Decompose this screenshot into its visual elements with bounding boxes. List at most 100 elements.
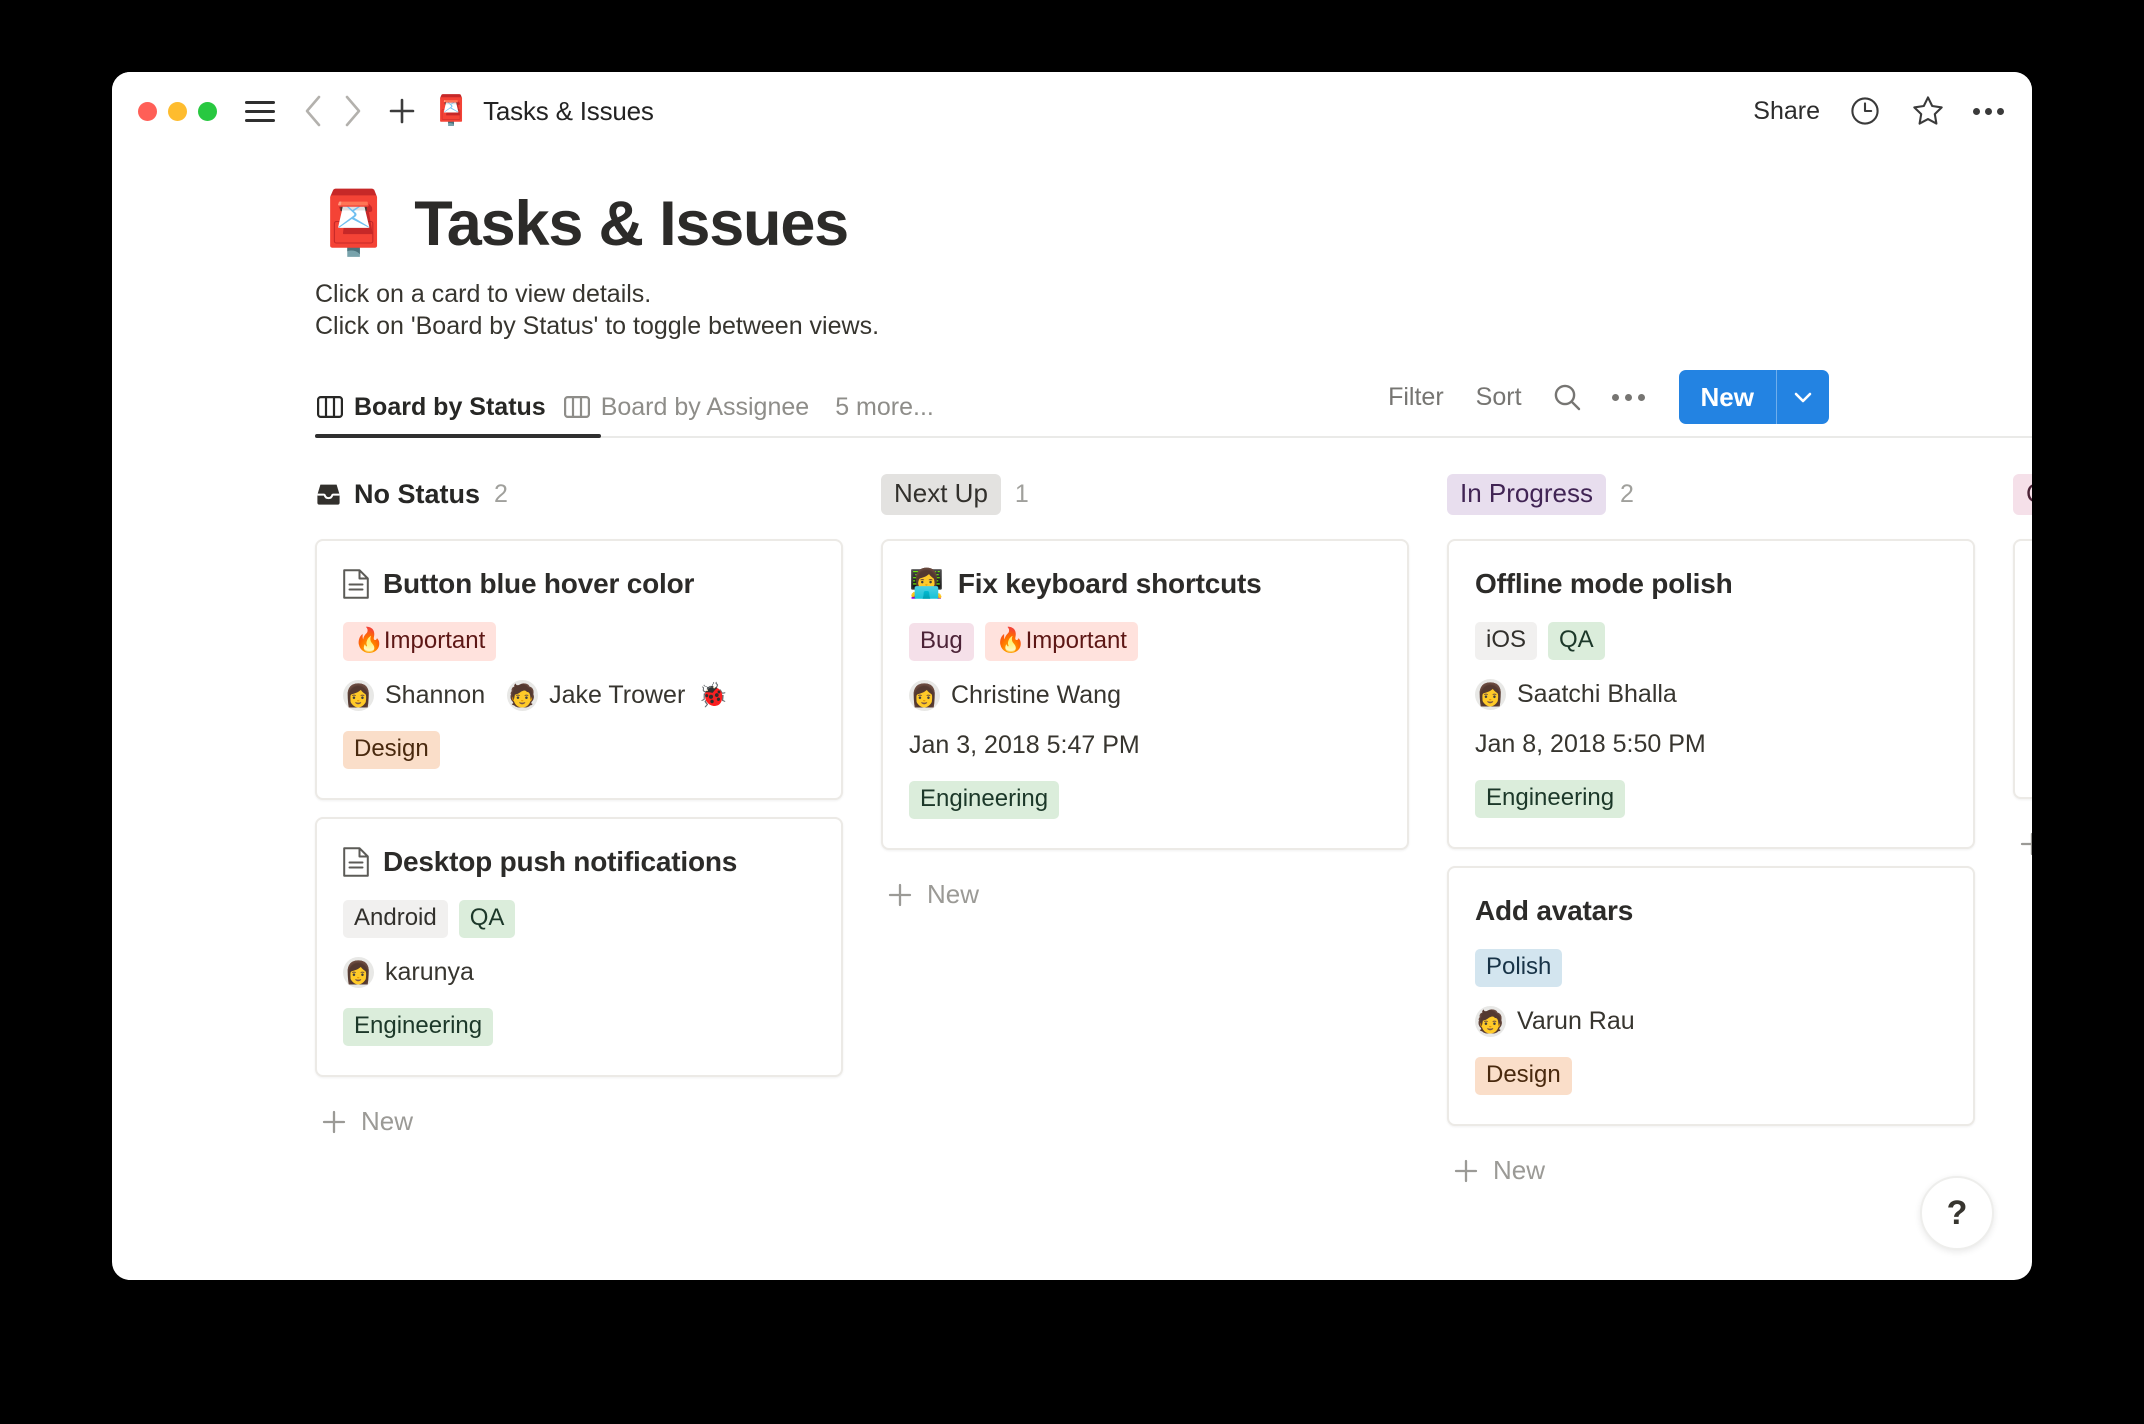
maximize-window-button[interactable]: [198, 101, 217, 121]
tag-pill: Engineering: [909, 781, 1060, 819]
window-more-icon[interactable]: [1973, 93, 2004, 129]
page-body: 📮 Tasks & Issues Click on a card to view…: [112, 150, 2032, 1280]
view-actions: Filter Sort New: [1372, 370, 1829, 438]
board-card-title-row: Button blue hover color: [343, 568, 815, 600]
avatar: 👩: [1475, 679, 1506, 710]
person-chip: 👩 Saatchi Bhalla: [1475, 679, 1677, 710]
board-card-tags: Bug 🔥Important: [909, 622, 1381, 661]
view-more-tabs-button[interactable]: 5 more...: [835, 392, 934, 421]
tag-pill: Engineering: [343, 1008, 494, 1046]
person-chip: 🧑 Jake Trower 🐞: [507, 680, 728, 711]
board-column-header[interactable]: In Progress 2: [1447, 472, 1975, 516]
board-column-header[interactable]: No Status 2: [315, 472, 843, 516]
tab-board-by-status-label: Board by Status: [354, 392, 546, 421]
forward-chevron-icon[interactable]: [335, 93, 371, 129]
person-name: karunya: [385, 958, 474, 986]
favorite-star-icon[interactable]: [1910, 93, 1946, 129]
page-title-row: 📮 Tasks & Issues: [315, 188, 2032, 260]
board-column: C RP👩E New: [2013, 472, 2032, 871]
tab-board-by-assignee[interactable]: Board by Assignee: [562, 376, 825, 438]
board-card[interactable]: Offline mode polish iOS QA 👩 Saatchi Bhalla J…: [1447, 539, 1975, 849]
board-card-title-row: Desktop push notifications: [343, 846, 815, 878]
tag-pill: Design: [343, 731, 440, 769]
board-card[interactable]: Button blue hover color 🔥Important 👩 Shanno…: [315, 539, 843, 800]
tag-pill: iOS: [1475, 622, 1538, 660]
board-view-icon: [317, 396, 343, 418]
document-icon: [343, 847, 369, 877]
new-button-divider: [1776, 370, 1777, 424]
add-card-button[interactable]: New: [881, 867, 1409, 922]
add-card-label: New: [361, 1106, 414, 1136]
person-name: Saatchi Bhalla: [1517, 680, 1677, 708]
window-titlebar: 📮 Tasks & Issues Share: [112, 72, 2032, 150]
traffic-lights: [138, 101, 217, 121]
board-card-title-row: Add avatars: [1475, 895, 1947, 927]
board-column-count: 1: [1014, 479, 1029, 508]
board-card-footer-tags: Design: [343, 731, 815, 769]
filter-button[interactable]: Filter: [1388, 382, 1444, 411]
board-card-tags: 🔥Important: [343, 622, 815, 661]
tag-pill: 🔥Important: [984, 622, 1138, 661]
board-card-people: 👩 Shannon 🧑 Jake Trower 🐞: [343, 680, 815, 711]
active-tab-underline: [315, 434, 601, 438]
person-chip: 👩 karunya: [343, 957, 474, 988]
share-button[interactable]: Share: [1753, 96, 1820, 125]
board-column: In Progress 2 Offline mode polish iOS QA 👩 Saa…: [1447, 472, 1975, 1198]
tag-pill: QA: [458, 900, 516, 938]
window-title-emoji: 📮: [433, 94, 470, 127]
sort-button[interactable]: Sort: [1475, 382, 1522, 411]
search-icon[interactable]: [1538, 382, 1596, 412]
sidebar-toggle-icon[interactable]: [243, 96, 277, 126]
board-card[interactable]: RP👩E: [2013, 539, 2032, 799]
close-window-button[interactable]: [138, 101, 157, 121]
board-column-status-pill: C: [2013, 473, 2032, 515]
tab-board-by-status[interactable]: Board by Status: [315, 376, 562, 438]
page-title-emoji: 📮: [315, 189, 393, 258]
page-description: Click on a card to view details. Click o…: [315, 278, 2032, 342]
minimize-window-button[interactable]: [168, 101, 187, 121]
add-card-button[interactable]: New: [1447, 1143, 1975, 1198]
kanban-board: No Status 2 Button blue hover color 🔥Import…: [112, 438, 2032, 1198]
back-chevron-icon[interactable]: [295, 93, 331, 129]
help-button[interactable]: ?: [1920, 1176, 1994, 1250]
board-card[interactable]: Desktop push notifications Android QA 👩 karu…: [315, 817, 843, 1077]
avatar: 🧑: [507, 680, 539, 711]
board-card-people: 👩 Saatchi Bhalla: [1475, 679, 1947, 710]
person-chip: 👩 Christine Wang: [909, 680, 1121, 711]
board-column-header[interactable]: Next Up 1: [881, 472, 1409, 516]
chevron-down-icon[interactable]: [1777, 370, 1829, 424]
new-page-plus-icon[interactable]: [383, 92, 421, 130]
add-card-button[interactable]: New: [315, 1094, 843, 1149]
board-column-header[interactable]: C: [2013, 472, 2032, 516]
board-card-emoji: 👩‍💻: [909, 568, 944, 599]
history-clock-icon[interactable]: [1847, 93, 1883, 129]
board-column-name: No Status: [354, 478, 481, 509]
titlebar-actions: Share: [1753, 93, 2004, 129]
avatar: 🧑: [1475, 1006, 1506, 1037]
person-name: Shannon: [385, 681, 486, 709]
board-card-title-row: Offline mode polish: [1475, 568, 1947, 600]
page-header-area: 📮 Tasks & Issues Click on a card to view…: [112, 150, 2032, 438]
avatar: 👩: [343, 680, 374, 711]
inbox-icon: [315, 481, 342, 508]
page-title: Tasks & Issues: [414, 189, 849, 259]
new-record-button[interactable]: New: [1678, 370, 1829, 424]
tag-pill: Bug: [909, 622, 974, 661]
board-card-title-row: 👩‍💻 Fix keyboard shortcuts: [909, 568, 1381, 600]
person-chip: 🧑 Varun Rau: [1475, 1006, 1635, 1037]
board-card-date: Jan 8, 2018 5:50 PM: [1475, 730, 1706, 758]
tag-pill: Android: [343, 900, 448, 938]
tab-board-by-assignee-label: Board by Assignee: [600, 392, 810, 421]
document-icon: [343, 569, 369, 599]
add-card-label: New: [1493, 1155, 1546, 1185]
board-column: No Status 2 Button blue hover color 🔥Import…: [315, 472, 843, 1149]
add-card-button[interactable]: New: [2013, 816, 2032, 871]
plus-icon: [1453, 1158, 1479, 1184]
board-card[interactable]: 👩‍💻 Fix keyboard shortcuts Bug 🔥Important 👩 C…: [881, 539, 1409, 850]
board-card[interactable]: Add avatars Polish 🧑 Varun Rau Design: [1447, 866, 1975, 1126]
window-title: Tasks & Issues: [483, 95, 654, 126]
board-card-title: Desktop push notifications: [383, 846, 738, 877]
tag-pill: Design: [1475, 1057, 1572, 1095]
board-card-footer-tags: Engineering: [1475, 780, 1947, 818]
view-more-options-icon[interactable]: [1596, 393, 1661, 401]
